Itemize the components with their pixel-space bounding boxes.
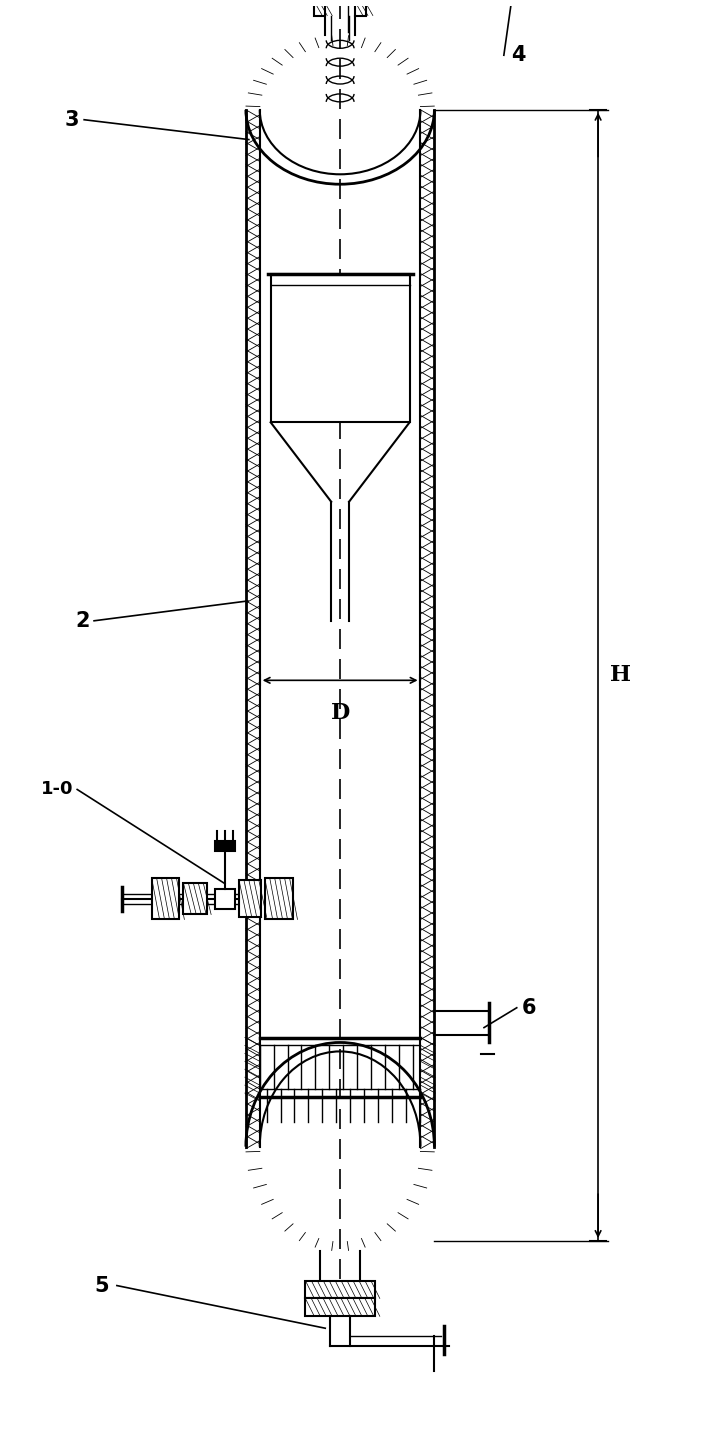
Bar	[265, 877, 292, 919]
Bar	[305, 1280, 375, 1299]
Bar	[355, 1, 366, 16]
Bar	[183, 883, 207, 915]
Bar	[305, 1299, 375, 1316]
Text: 5: 5	[95, 1276, 109, 1296]
Bar	[314, 1, 325, 16]
Text: D: D	[331, 703, 350, 724]
Text: 4: 4	[511, 45, 526, 65]
Bar	[215, 841, 235, 851]
Text: 2: 2	[75, 610, 89, 631]
Text: 6: 6	[521, 997, 536, 1017]
Text: 1-0: 1-0	[41, 781, 73, 798]
Bar	[215, 889, 235, 909]
Text: H: H	[610, 664, 631, 687]
Bar	[152, 877, 180, 919]
Bar	[239, 880, 261, 918]
Text: 3: 3	[65, 110, 79, 130]
Bar	[271, 274, 409, 423]
